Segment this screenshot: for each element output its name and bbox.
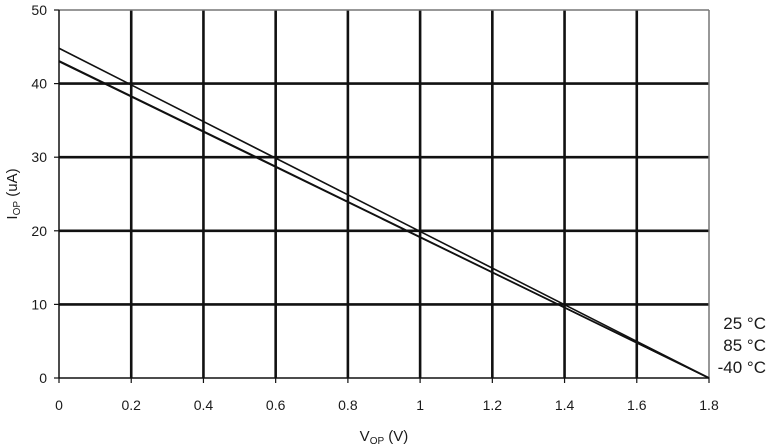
x-tick-label: 1.2 <box>483 397 503 413</box>
x-tick-label: 0.4 <box>194 397 214 413</box>
x-tick-label: 1.8 <box>699 397 719 413</box>
x-tick-label: 0.8 <box>338 397 358 413</box>
legend-entry: -40 °C <box>718 358 766 377</box>
y-axis-title: IOP (uA) <box>4 168 23 219</box>
y-tick-label: 40 <box>31 76 47 92</box>
grid <box>59 10 709 378</box>
y-tick-label: 30 <box>31 149 47 165</box>
series-line-1 <box>58 47 710 379</box>
legend-entry: 85 °C <box>723 336 766 355</box>
x-axis-title: VOP (V) <box>360 428 409 447</box>
y-tick-labels: 0 10 20 30 40 50 <box>31 2 47 386</box>
x-tick-labels: 0 0.2 0.4 0.6 0.8 1 1.2 1.4 1.6 1.8 <box>55 397 719 413</box>
series-lines <box>58 47 710 379</box>
x-tick-label: 1 <box>416 397 424 413</box>
legend: 25 °C 85 °C -40 °C <box>718 314 766 377</box>
y-tick-label: 20 <box>31 223 47 239</box>
series-line-3 <box>58 60 710 379</box>
y-tick-label: 10 <box>31 296 47 312</box>
y-tick-label: 0 <box>39 370 47 386</box>
y-tick-label: 50 <box>31 2 47 18</box>
x-tick-label: 1.6 <box>627 397 647 413</box>
plot-frame <box>54 9 710 383</box>
x-tick-label: 1.4 <box>555 397 575 413</box>
x-tick-label: 0.2 <box>121 397 141 413</box>
x-tick-label: 0.6 <box>266 397 286 413</box>
legend-entry: 25 °C <box>723 314 766 333</box>
x-tick-label: 0 <box>55 397 63 413</box>
